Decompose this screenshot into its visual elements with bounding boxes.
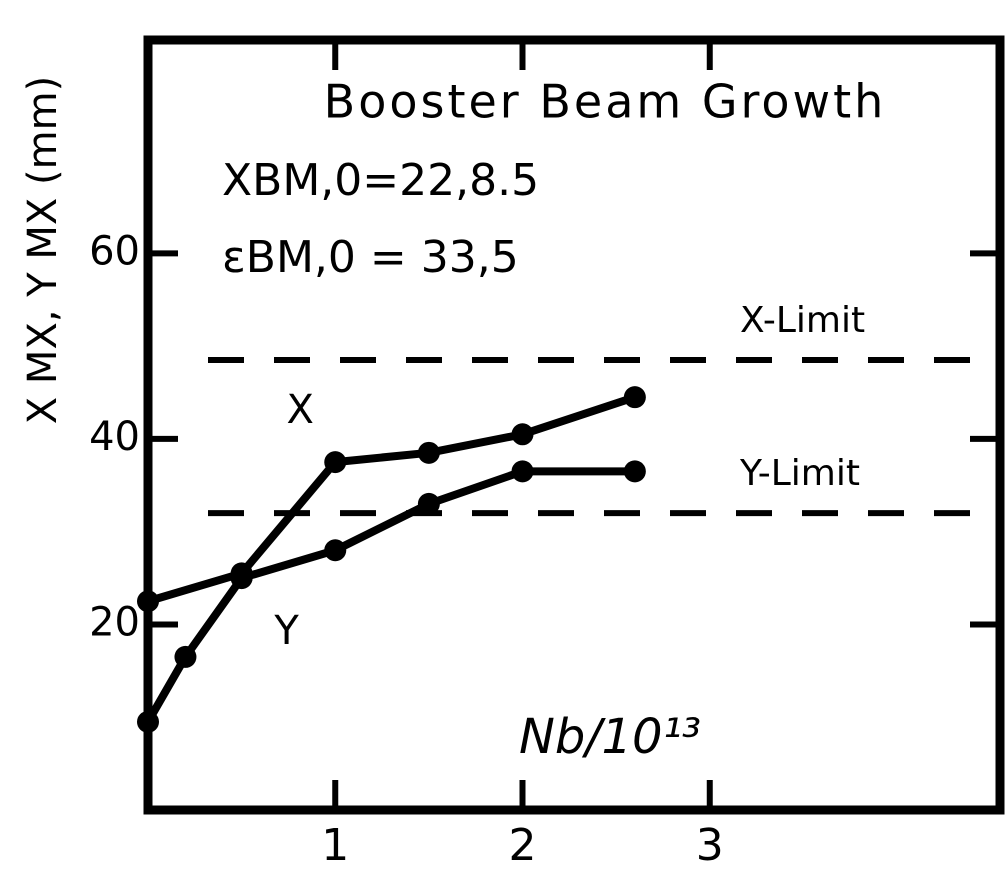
data-point (230, 567, 253, 590)
x-tick-label: 2 (509, 820, 537, 871)
data-point (417, 492, 440, 515)
y-tick-label: 60 (89, 228, 140, 274)
data-point (324, 539, 347, 562)
series-line (144, 467, 635, 724)
y-tick-label: 20 (89, 599, 140, 645)
series-label: X (287, 387, 314, 433)
y-tick-label: 40 (89, 414, 140, 460)
data-point (174, 645, 197, 668)
x-tick-label: 1 (321, 820, 349, 871)
plot-frame (143, 35, 1005, 815)
data-point (417, 441, 440, 464)
y-axis-label: X MX, Y MX (mm) (20, 76, 66, 424)
x-tick-label: 3 (696, 820, 724, 871)
data-point (137, 590, 159, 613)
data-point (623, 460, 646, 483)
series-label: Y (273, 608, 299, 654)
data-point (511, 423, 534, 446)
data-point (137, 710, 159, 733)
data-point (623, 386, 646, 409)
data-point (511, 460, 534, 483)
chart-title: Booster Beam Growth (324, 75, 887, 129)
annotation: XBM,0=22,8.5 (222, 155, 539, 206)
annotation: εBM,0 = 33,5 (222, 232, 519, 283)
x-axis-label: Nb/10¹³ (519, 709, 701, 765)
series-line (146, 393, 637, 606)
limit-label: X-Limit (740, 300, 865, 341)
data-point (324, 451, 347, 474)
limit-label: Y-Limit (739, 453, 860, 494)
